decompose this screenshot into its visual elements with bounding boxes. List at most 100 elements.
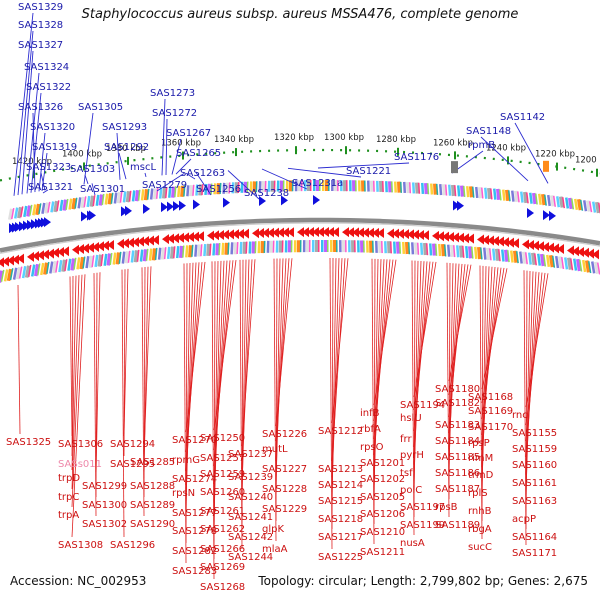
reverse-gene-arrow xyxy=(527,240,534,251)
gene-label-top: SAS1328 xyxy=(18,20,63,31)
reverse-gene-arrow xyxy=(542,241,549,252)
kbp-tick-label: 1380 kbp xyxy=(106,144,146,154)
forward-gene-arrow xyxy=(527,208,534,219)
reverse-gene-arrow xyxy=(102,240,109,251)
reverse-gene-arrow xyxy=(147,235,154,246)
reverse-gene-arrow xyxy=(242,228,249,239)
forward-gene-arrow xyxy=(457,200,464,211)
leader-line xyxy=(118,152,127,180)
forward-gene-arrow xyxy=(281,195,288,206)
gene-label-bottom: mlaA xyxy=(262,544,288,555)
leader-line xyxy=(71,275,80,490)
reverse-gene-arrow xyxy=(592,249,599,260)
gene-label-bottom: SAS1159 xyxy=(512,444,557,455)
leader-line xyxy=(32,112,36,193)
leader-line xyxy=(373,259,391,440)
reverse-gene-arrow xyxy=(182,232,189,243)
gene-label-bottom: rpmG xyxy=(172,455,200,466)
reverse-gene-arrow xyxy=(232,229,239,240)
reverse-gene-arrow xyxy=(132,237,139,248)
leader-line xyxy=(156,173,185,192)
leader-line xyxy=(275,258,293,427)
forward-gene-arrow xyxy=(313,195,320,206)
reverse-gene-arrow xyxy=(482,235,489,246)
leader-line xyxy=(95,272,101,479)
leader-line xyxy=(448,264,472,382)
leader-line xyxy=(71,275,77,471)
reverse-genes xyxy=(0,227,599,268)
leader-line xyxy=(413,261,434,411)
gene-label-bottom: SAS1266 xyxy=(200,544,245,555)
leader-line xyxy=(213,260,231,467)
backbone-highlight xyxy=(0,222,600,254)
reverse-gene-arrow xyxy=(172,233,179,244)
reverse-gene-arrow xyxy=(57,247,64,257)
gene-label-top: SAS1148 xyxy=(466,126,511,137)
gene-label-bottom: SAS1294 xyxy=(110,439,155,450)
leader-line xyxy=(413,261,428,448)
reverse-gene-arrow xyxy=(387,228,394,239)
accession-label: Accession: NC_002953 xyxy=(10,574,147,588)
leader-line xyxy=(239,259,243,550)
reverse-gene-arrow xyxy=(447,231,454,242)
genome-rings xyxy=(0,148,600,283)
leader-line xyxy=(275,258,290,442)
gene-label-top: SAS1267 xyxy=(166,128,211,139)
leader-line xyxy=(171,138,182,175)
reverse-gene-arrow xyxy=(152,235,159,246)
leader-line xyxy=(241,259,256,447)
gene-label-bottom: SAS1212 xyxy=(318,426,363,437)
gene-label-bottom: SAS1259 xyxy=(200,469,245,480)
gene-label-bottom: SAS1213 xyxy=(318,464,363,475)
gene-label-bottom: SAS1184 xyxy=(435,436,480,447)
gene-label-bottom: SAS1308 xyxy=(58,540,103,551)
gene-label-bottom: SAS1163 xyxy=(512,496,557,507)
gene-label-bottom: SAS1194 xyxy=(400,400,445,411)
leader-line xyxy=(185,261,206,433)
reverse-gene-arrow xyxy=(332,227,339,238)
gene-label-bottom: SASs011 xyxy=(58,459,102,470)
gene-label-bottom: SAS1217 xyxy=(318,532,363,543)
forward-gene-arrow xyxy=(453,200,460,211)
forward-gene-arrow xyxy=(223,197,230,208)
gene-label-top: mscL xyxy=(130,162,156,173)
forward-gene-arrow xyxy=(193,199,200,210)
forward-gene-arrow xyxy=(173,201,180,212)
reverse-gene-arrow xyxy=(532,240,539,251)
gene-label-top: SAS1301 xyxy=(80,184,125,195)
gene-label-top: SAS1238 xyxy=(244,188,289,199)
leader-line xyxy=(183,263,187,564)
leader-line xyxy=(227,170,260,200)
reverse-gene-arrow xyxy=(137,236,144,247)
gene-label-bottom: SAS1250 xyxy=(200,433,245,444)
gene-label-top: SAS1263 xyxy=(180,168,225,179)
gene-label-top: rpmB xyxy=(468,140,495,151)
leader-line xyxy=(38,132,46,192)
leader-line xyxy=(175,158,192,175)
gene-label-bottom: glpK xyxy=(262,524,284,535)
leader-line xyxy=(525,272,540,458)
cog-strips xyxy=(0,179,600,283)
gene-label-top: SAS1293 xyxy=(102,122,147,133)
gene-label-bottom: SAS1261 xyxy=(200,506,245,517)
leader-line xyxy=(144,172,147,178)
leader-line xyxy=(84,174,89,185)
reverse-gene-arrow xyxy=(277,227,284,238)
gene-label-bottom: SAS1274 xyxy=(172,474,217,485)
gene-label-bottom: rpsB xyxy=(435,502,458,513)
reverse-gene-arrow xyxy=(262,227,269,238)
forward-gene-arrow xyxy=(179,200,186,211)
map-title: Staphylococcus aureus subsp. aureus MSSA… xyxy=(81,7,519,22)
reverse-gene-arrow xyxy=(27,251,34,262)
rna-gene xyxy=(543,160,549,172)
forward-gene-arrow xyxy=(81,211,88,222)
reverse-gene-arrow xyxy=(412,229,419,240)
gene-label-bottom: SAS1187 xyxy=(435,484,480,495)
gene-label-bottom: SAS1270 xyxy=(172,435,217,446)
gene-label-top: SAS1142 xyxy=(500,112,545,123)
genome-summary: Topology: circular; Length: 2,799,802 bp… xyxy=(258,574,588,588)
reverse-gene-arrow xyxy=(82,243,89,254)
reverse-gene-arrow xyxy=(2,256,9,267)
reverse-gene-arrow xyxy=(467,233,474,244)
leader-line xyxy=(331,258,349,424)
